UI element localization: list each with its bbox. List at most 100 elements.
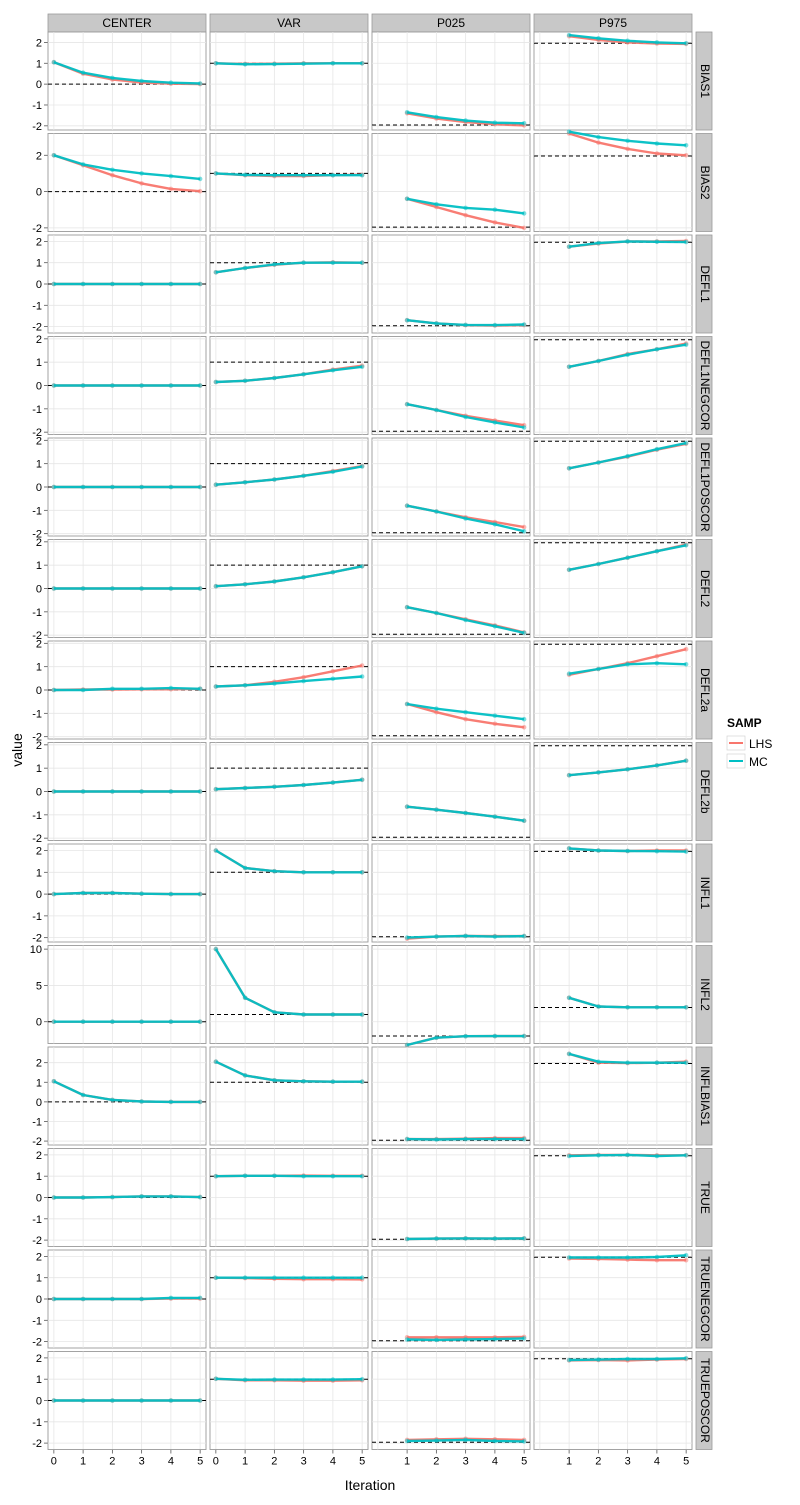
data-point-mc	[243, 582, 248, 587]
data-point-mc	[434, 509, 439, 514]
data-point-mc	[405, 1137, 410, 1142]
panel-defl1-var	[210, 235, 368, 333]
y-tick-label: 0	[36, 889, 42, 901]
data-point-mc	[493, 624, 498, 629]
panel-true-p975	[534, 1149, 692, 1247]
data-point-mc	[110, 168, 115, 173]
data-point-mc	[405, 402, 410, 407]
y-tick-label: -2	[32, 322, 42, 334]
data-point-mc	[331, 780, 336, 785]
data-point-mc	[198, 687, 203, 692]
x-tick-label: 4	[330, 1456, 336, 1468]
y-tick-label: -2	[32, 1235, 42, 1247]
y-tick-label: 1	[36, 1077, 42, 1089]
data-point-mc	[360, 1275, 365, 1280]
data-point-mc	[169, 686, 174, 691]
data-point-mc	[214, 1059, 219, 1064]
data-point-mc	[110, 1297, 115, 1302]
data-point-mc	[522, 1336, 527, 1341]
data-point-mc	[463, 1034, 468, 1039]
data-point-lhs	[625, 147, 630, 152]
data-point-mc	[214, 684, 219, 689]
panel-background	[48, 946, 206, 1044]
data-point-mc	[434, 611, 439, 616]
data-point-mc	[169, 789, 174, 794]
data-point-mc	[81, 688, 86, 693]
data-point-mc	[198, 1398, 203, 1403]
data-point-mc	[405, 197, 410, 202]
data-point-mc	[110, 282, 115, 287]
data-point-mc	[301, 575, 306, 580]
data-point-mc	[110, 687, 115, 692]
data-point-mc	[198, 1100, 203, 1105]
data-point-mc	[567, 773, 572, 778]
row-label-bias1: BIAS1	[698, 64, 712, 98]
panel-truenegcor-p025	[372, 1250, 530, 1348]
panel-bias1-var	[210, 32, 368, 130]
y-tick-label: 0	[36, 787, 42, 799]
data-point-mc	[493, 1236, 498, 1241]
data-point-mc	[198, 586, 203, 591]
data-point-mc	[434, 1035, 439, 1040]
panel-background	[210, 134, 368, 232]
data-point-mc	[272, 785, 277, 790]
data-point-mc	[567, 244, 572, 249]
panel-defl2-p025	[372, 540, 530, 638]
data-point-mc	[301, 372, 306, 377]
data-point-mc	[684, 662, 689, 667]
y-tick-label: 1	[36, 560, 42, 572]
data-point-mc	[272, 681, 277, 686]
data-point-mc	[110, 891, 115, 896]
y-tick-label: 1	[36, 1171, 42, 1183]
data-point-mc	[405, 804, 410, 809]
data-point-mc	[139, 586, 144, 591]
y-tick-label: 5	[36, 980, 42, 992]
y-tick-label: 1	[36, 357, 42, 369]
panel-background	[210, 1047, 368, 1145]
y-tick-label: 2	[36, 435, 42, 447]
y-tick-label: 0	[36, 584, 42, 596]
data-point-mc	[198, 892, 203, 897]
x-tick-label: 1	[404, 1456, 410, 1468]
data-point-mc	[139, 1297, 144, 1302]
data-point-mc	[243, 266, 248, 271]
data-point-mc	[198, 282, 203, 287]
data-point-mc	[567, 1154, 572, 1159]
data-point-mc	[331, 470, 336, 475]
data-point-mc	[463, 323, 468, 328]
data-point-mc	[243, 173, 248, 178]
data-point-mc	[214, 171, 219, 176]
panel-defl1-p025	[372, 235, 530, 333]
x-tick-label: 2	[433, 1456, 439, 1468]
data-point-mc	[405, 935, 410, 940]
data-point-mc	[493, 1034, 498, 1039]
data-point-mc	[81, 1297, 86, 1302]
data-point-mc	[81, 162, 86, 167]
data-point-mc	[139, 1398, 144, 1403]
data-point-mc	[243, 480, 248, 485]
data-point-mc	[655, 447, 660, 452]
panel-true-p025	[372, 1149, 530, 1247]
data-point-mc	[139, 789, 144, 794]
y-tick-label: -1	[32, 1417, 42, 1429]
y-tick-label: -1	[32, 100, 42, 112]
data-point-mc	[684, 1060, 689, 1065]
data-point-mc	[360, 173, 365, 178]
data-point-mc	[434, 1338, 439, 1343]
data-point-mc	[625, 352, 630, 357]
data-point-mc	[198, 177, 203, 182]
data-point-mc	[81, 891, 86, 896]
data-point-mc	[684, 143, 689, 148]
data-point-mc	[684, 240, 689, 245]
row-label-defl2: DEFL2	[698, 570, 712, 608]
data-point-mc	[434, 807, 439, 812]
data-point-mc	[301, 1079, 306, 1084]
data-point-mc	[684, 342, 689, 347]
panel-defl2a-p975	[534, 641, 692, 739]
data-point-mc	[434, 1137, 439, 1142]
legend-label-mc: MC	[749, 755, 768, 769]
x-tick-label: 1	[80, 1456, 86, 1468]
data-point-mc	[110, 383, 115, 388]
